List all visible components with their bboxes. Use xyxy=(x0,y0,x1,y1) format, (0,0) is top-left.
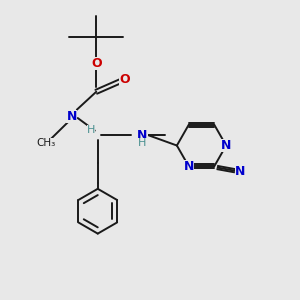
Text: O: O xyxy=(119,73,130,86)
Text: N: N xyxy=(137,129,148,142)
Text: N: N xyxy=(221,139,231,152)
Text: CH₃: CH₃ xyxy=(37,138,56,148)
Text: N: N xyxy=(235,165,245,178)
Text: N: N xyxy=(67,110,77,123)
Text: H: H xyxy=(138,138,147,148)
Text: N: N xyxy=(184,160,194,173)
Text: H: H xyxy=(87,125,95,135)
Text: O: O xyxy=(91,57,102,70)
